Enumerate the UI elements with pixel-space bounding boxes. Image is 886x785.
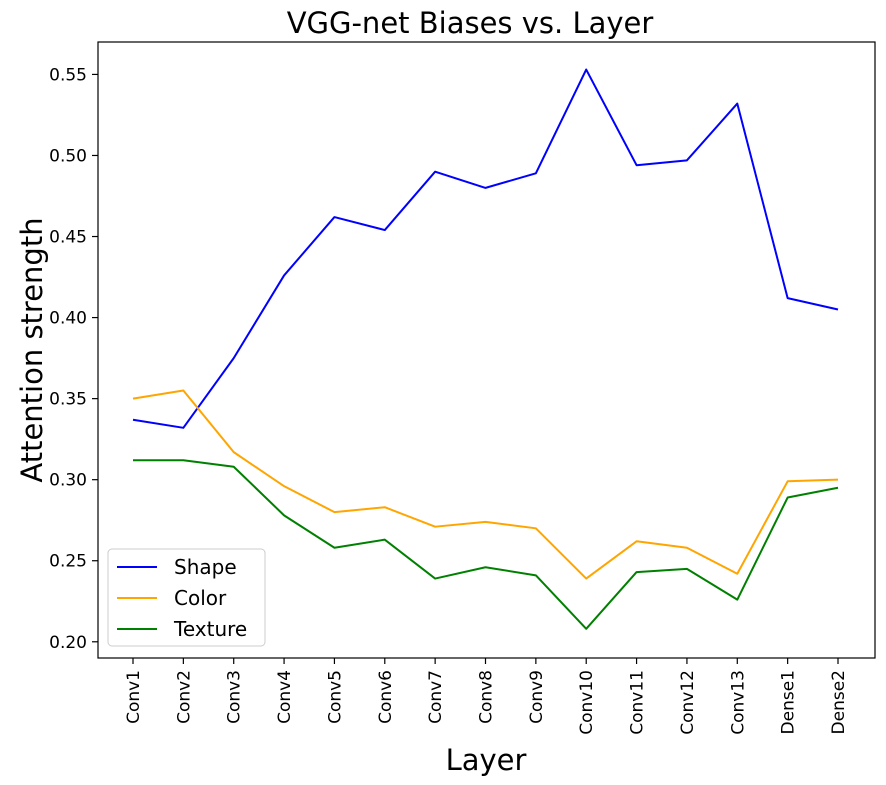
y-tick-label: 0.45 — [49, 228, 87, 248]
x-tick-label: Dense1 — [779, 670, 799, 734]
legend-label-shape: Shape — [174, 555, 237, 579]
x-tick-label: Conv9 — [527, 670, 547, 724]
x-tick-label: Conv5 — [325, 670, 345, 724]
x-tick-label: Conv11 — [628, 670, 648, 735]
y-tick-label: 0.30 — [49, 471, 87, 491]
y-tick-label: 0.50 — [49, 146, 87, 166]
series-line-shape — [132, 68, 839, 429]
legend-label-texture: Texture — [173, 617, 247, 641]
y-tick-label: 0.20 — [49, 633, 87, 653]
x-tick-label: Conv1 — [124, 670, 144, 724]
x-tick-label: Conv10 — [577, 670, 597, 735]
x-axis-title: Layer — [446, 743, 527, 777]
x-tick-label: Conv6 — [376, 670, 396, 724]
x-tick-label: Conv12 — [678, 670, 698, 735]
series-line-color — [132, 389, 839, 580]
x-tick-label: Conv8 — [477, 670, 497, 724]
legend: Shape Color Texture — [107, 548, 266, 647]
chart-title: VGG-net Biases vs. Layer — [287, 6, 654, 40]
x-tick-label: Conv3 — [225, 670, 245, 724]
plot-frame — [97, 41, 876, 659]
x-tick-label: Conv7 — [426, 670, 446, 724]
legend-box — [107, 548, 266, 647]
y-axis-title: Attention strength — [15, 217, 49, 482]
x-tick-label: Dense2 — [829, 670, 849, 734]
y-tick-label: 0.25 — [49, 552, 87, 572]
legend-label-color: Color — [174, 586, 227, 610]
y-tick-label: 0.55 — [49, 65, 87, 85]
y-tick-label: 0.35 — [49, 390, 87, 410]
x-tick-label: Conv2 — [174, 670, 194, 724]
x-tick-label: Conv4 — [275, 670, 295, 724]
y-tick-label: 0.40 — [49, 309, 87, 329]
series-line-texture — [133, 459, 839, 630]
x-tick-label: Conv13 — [728, 670, 748, 735]
plot-area: 0.20 0.25 0.30 0.35 0.40 0.45 0.50 0.55 Conv1 Con… — [49, 41, 876, 735]
